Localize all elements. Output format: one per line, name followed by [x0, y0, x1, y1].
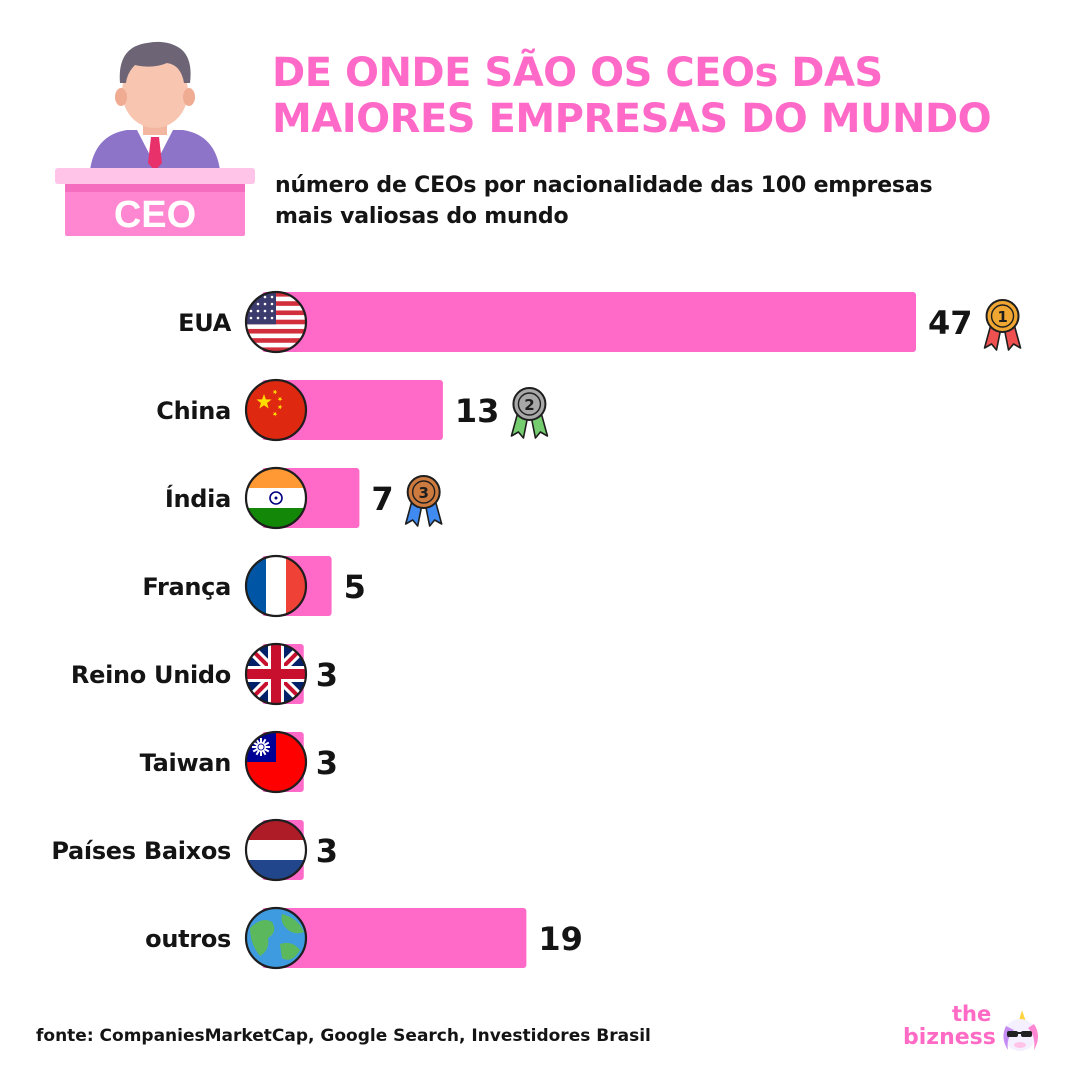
category-label: França: [142, 573, 231, 601]
podium-label: CEO: [114, 194, 196, 236]
taiwan-flag-icon: [244, 730, 308, 794]
uk-flag-icon: [244, 642, 308, 706]
brand-the: the: [952, 1002, 992, 1026]
bar-row: Taiwan 3: [140, 730, 338, 794]
page-subtitle: número de CEOs por nacionalidade das 100…: [275, 170, 1065, 232]
category-label: Taiwan: [140, 749, 231, 777]
title-line-1: DE ONDE SÃO OS CEOs DAS: [272, 50, 883, 96]
unicorn-icon: [1003, 1010, 1038, 1051]
value-label: 13: [455, 392, 500, 430]
bar-row: Reino Unido 3: [71, 642, 338, 706]
bar: [262, 380, 443, 440]
medal-rank-label: 2: [524, 396, 534, 414]
value-label: 19: [538, 920, 583, 958]
bar-row: outros 19: [145, 906, 583, 970]
value-label: 3: [316, 832, 338, 870]
value-label: 3: [316, 744, 338, 782]
usa-flag-icon: [244, 290, 308, 354]
medal-rank-label: 3: [418, 484, 428, 502]
medal-rank-label: 1: [997, 308, 1007, 326]
brand-name: bizness: [903, 1025, 996, 1050]
value-label: 47: [928, 304, 973, 342]
subtitle-line-2: mais valiosas do mundo: [275, 204, 569, 229]
category-label: Índia: [165, 484, 231, 513]
france-flag-icon: [244, 554, 308, 618]
ceo-podium-illustration: CEO: [55, 41, 255, 236]
bar: [262, 292, 916, 352]
medal-icon: 2: [510, 387, 549, 439]
value-label: 3: [316, 656, 338, 694]
bar-row: Países Baixos 3: [51, 818, 338, 882]
source-note: fonte: CompaniesMarketCap, Google Search…: [36, 1026, 651, 1046]
bar: [262, 908, 527, 968]
category-label: EUA: [178, 309, 232, 337]
category-label: Reino Unido: [71, 661, 231, 689]
category-label: Países Baixos: [51, 837, 231, 865]
brand-logo: the bizness: [900, 1002, 1050, 1062]
bar-row: EUA 47 1: [178, 290, 1022, 354]
china-flag-icon: [244, 378, 308, 442]
bar-row: China 13 2: [156, 378, 549, 442]
title-line-2: MAIORES EMPRESAS DO MUNDO: [272, 96, 992, 142]
ceo-nationality-bar-chart: EUA 47 1 China 13 2 Índia 7 3 França 5 Reino Unido 3…: [51, 290, 1022, 970]
value-label: 5: [344, 568, 366, 606]
category-label: China: [156, 397, 231, 425]
bar-row: Índia 7 3: [165, 466, 443, 530]
medal-icon: 3: [404, 475, 443, 527]
category-label: outros: [145, 925, 231, 953]
india-flag-icon: [244, 466, 308, 530]
page-title: DE ONDE SÃO OS CEOs DAS MAIORES EMPRESAS…: [272, 50, 1072, 142]
value-label: 7: [371, 480, 393, 518]
globe-icon: [244, 906, 308, 970]
bar-row: França 5: [142, 554, 366, 618]
netherlands-flag-icon: [244, 818, 308, 882]
medal-icon: 1: [983, 299, 1022, 351]
subtitle-line-1: número de CEOs por nacionalidade das 100…: [275, 173, 933, 198]
